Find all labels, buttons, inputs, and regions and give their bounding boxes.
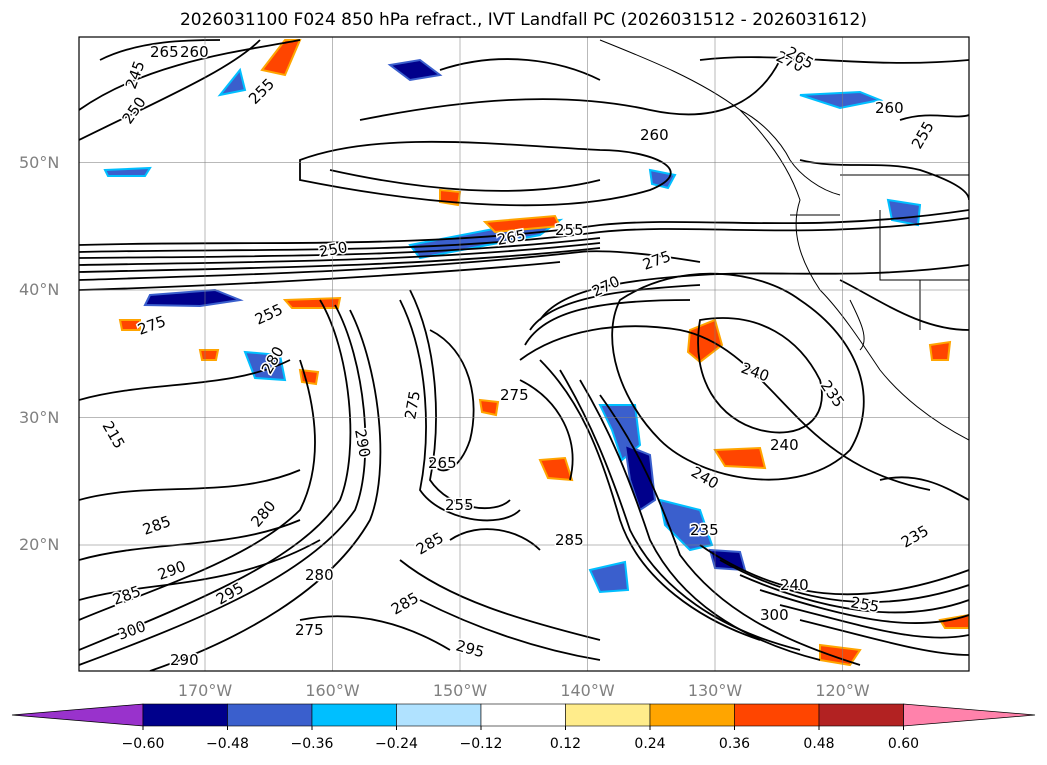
colorbar-segment [396, 703, 482, 727]
anomaly-negative [799, 90, 884, 110]
lat-tick-label: 50°N [19, 152, 60, 172]
anomaly-negative [588, 560, 630, 594]
contour-label: 265 [150, 43, 179, 61]
colorbar-segment [311, 703, 397, 727]
anomaly-positive [198, 349, 220, 361]
contour-label: 275 [295, 621, 324, 639]
anomaly-positive [928, 340, 952, 361]
contour-label: 260 [640, 126, 669, 144]
anomaly-negative [143, 288, 244, 308]
colorbar-segment [480, 703, 566, 727]
colorbar-extend-max [903, 703, 1036, 727]
colorbar-tick-label: −0.12 [459, 736, 503, 752]
colorbar-tick-label: −0.60 [121, 736, 165, 752]
lon-tick-label: 170°W [177, 681, 233, 700]
anomaly-positive [118, 319, 141, 331]
anomaly-positive [686, 318, 724, 364]
colorbar [11, 703, 1036, 730]
map-background [79, 37, 969, 671]
anomaly-positive [282, 296, 342, 309]
contour-label: 300 [760, 606, 789, 624]
anomaly-positive [819, 643, 862, 667]
anomaly-positive [478, 398, 500, 417]
map-frame [78, 36, 970, 672]
lon-tick-label: 140°W [560, 681, 615, 700]
colorbar-segment [818, 703, 904, 727]
contour-label: 255 [849, 593, 880, 616]
lat-tick-label: 20°N [19, 535, 60, 554]
lon-tick-label: 150°W [432, 681, 488, 700]
lat-tick-label: 40°N [19, 280, 60, 299]
colorbar-tick-label: 0.36 [718, 736, 751, 752]
contour-label: 255 [555, 221, 584, 239]
contour-label: 235 [690, 521, 719, 539]
lon-tick-label: 130°W [687, 681, 743, 700]
colorbar-tick-label: −0.48 [206, 736, 249, 752]
colorbar-segment [649, 703, 735, 727]
colorbar-tick-label: 0.60 [887, 736, 920, 752]
contour-label: 275 [500, 386, 529, 404]
gridlines [79, 37, 969, 671]
contour-label: 255 [445, 496, 474, 514]
anomaly-positive [538, 456, 574, 482]
map-title: 2026031100 F024 850 hPa refract., IVT La… [179, 10, 867, 30]
contour-label: 265 [428, 454, 457, 472]
coastline [599, 39, 969, 441]
colorbar-segment [565, 703, 651, 727]
colorbar-segment [227, 703, 313, 727]
anomaly-negative [103, 166, 152, 177]
colorbar-extend-min [11, 703, 144, 727]
colorbar-tick-label: −0.36 [290, 736, 334, 752]
anomaly-positive [298, 368, 320, 386]
contour-label: 290 [170, 651, 199, 669]
colorbar-tick-label: 0.48 [803, 736, 835, 752]
anomaly-negative [648, 168, 677, 190]
colorbar-tick-label: 0.24 [634, 736, 666, 752]
anomaly-positive [713, 446, 767, 470]
contour-layer [79, 37, 969, 671]
contour-label: 285 [555, 531, 584, 549]
contour-label: 280 [305, 566, 334, 584]
contour-label: 260 [180, 43, 209, 61]
contour-label: 275 [401, 389, 424, 420]
colorbar-segment [142, 703, 228, 727]
colorbar-tick-label: 0.12 [549, 736, 582, 752]
contour-label: 240 [770, 436, 799, 454]
refractivity-contours [79, 39, 969, 671]
contour-label: 240 [780, 576, 809, 594]
anomaly-negative [387, 58, 443, 82]
lat-tick-label: 30°N [19, 407, 60, 427]
lon-tick-label: 120°W [815, 681, 870, 700]
anomaly-positive [938, 613, 969, 629]
anomaly-negative [217, 67, 247, 97]
colorbar-tick-label: −0.24 [375, 736, 418, 752]
lon-tick-label: 160°W [305, 681, 360, 700]
anomaly-positive [482, 214, 562, 234]
anomaly-negative [658, 498, 714, 552]
contour-label: 260 [875, 99, 904, 117]
colorbar-segment [734, 703, 820, 727]
anomaly-negative [623, 443, 657, 512]
